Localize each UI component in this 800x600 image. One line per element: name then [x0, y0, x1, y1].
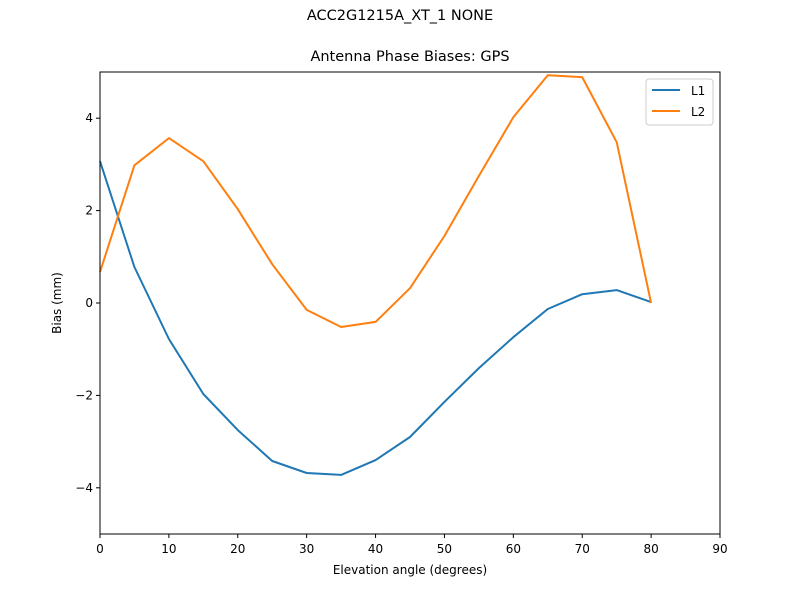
- legend-label-l2: L2: [691, 105, 705, 119]
- y-tick-label: −2: [75, 388, 93, 402]
- x-tick-label: 60: [506, 542, 521, 556]
- x-tick-label: 40: [368, 542, 383, 556]
- x-tick-label: 50: [437, 542, 452, 556]
- plot-frame: [99, 71, 721, 535]
- y-tick-label: 4: [85, 111, 93, 125]
- x-tick-label: 70: [575, 542, 590, 556]
- x-tick-label: 30: [299, 542, 314, 556]
- x-axis-label: Elevation angle (degrees): [333, 563, 487, 577]
- legend: L1 L2: [645, 78, 714, 126]
- series-line-l1: [99, 160, 652, 476]
- y-tick-label: 2: [85, 204, 93, 218]
- series-line-l2: [99, 74, 653, 328]
- y-tick-label: −4: [75, 481, 93, 495]
- plot-lines: [99, 74, 653, 476]
- y-tick-label: 0: [85, 296, 93, 310]
- y-axis: −4 −2 0 2 4: [75, 111, 100, 495]
- legend-label-l1: L1: [691, 84, 705, 98]
- chart-title: Antenna Phase Biases: GPS: [310, 49, 510, 65]
- x-tick-label: 10: [161, 542, 176, 556]
- y-axis-label: Bias (mm): [50, 272, 64, 334]
- x-tick-label: 80: [643, 542, 658, 556]
- x-tick-label: 20: [230, 542, 245, 556]
- figure-suptitle: ACC2G1215A_XT_1 NONE: [306, 8, 494, 24]
- x-tick-label: 90: [712, 542, 727, 556]
- x-axis: 0 10 20 30 40 50 60 70 80 90: [96, 534, 728, 556]
- x-tick-label: 0: [96, 542, 104, 556]
